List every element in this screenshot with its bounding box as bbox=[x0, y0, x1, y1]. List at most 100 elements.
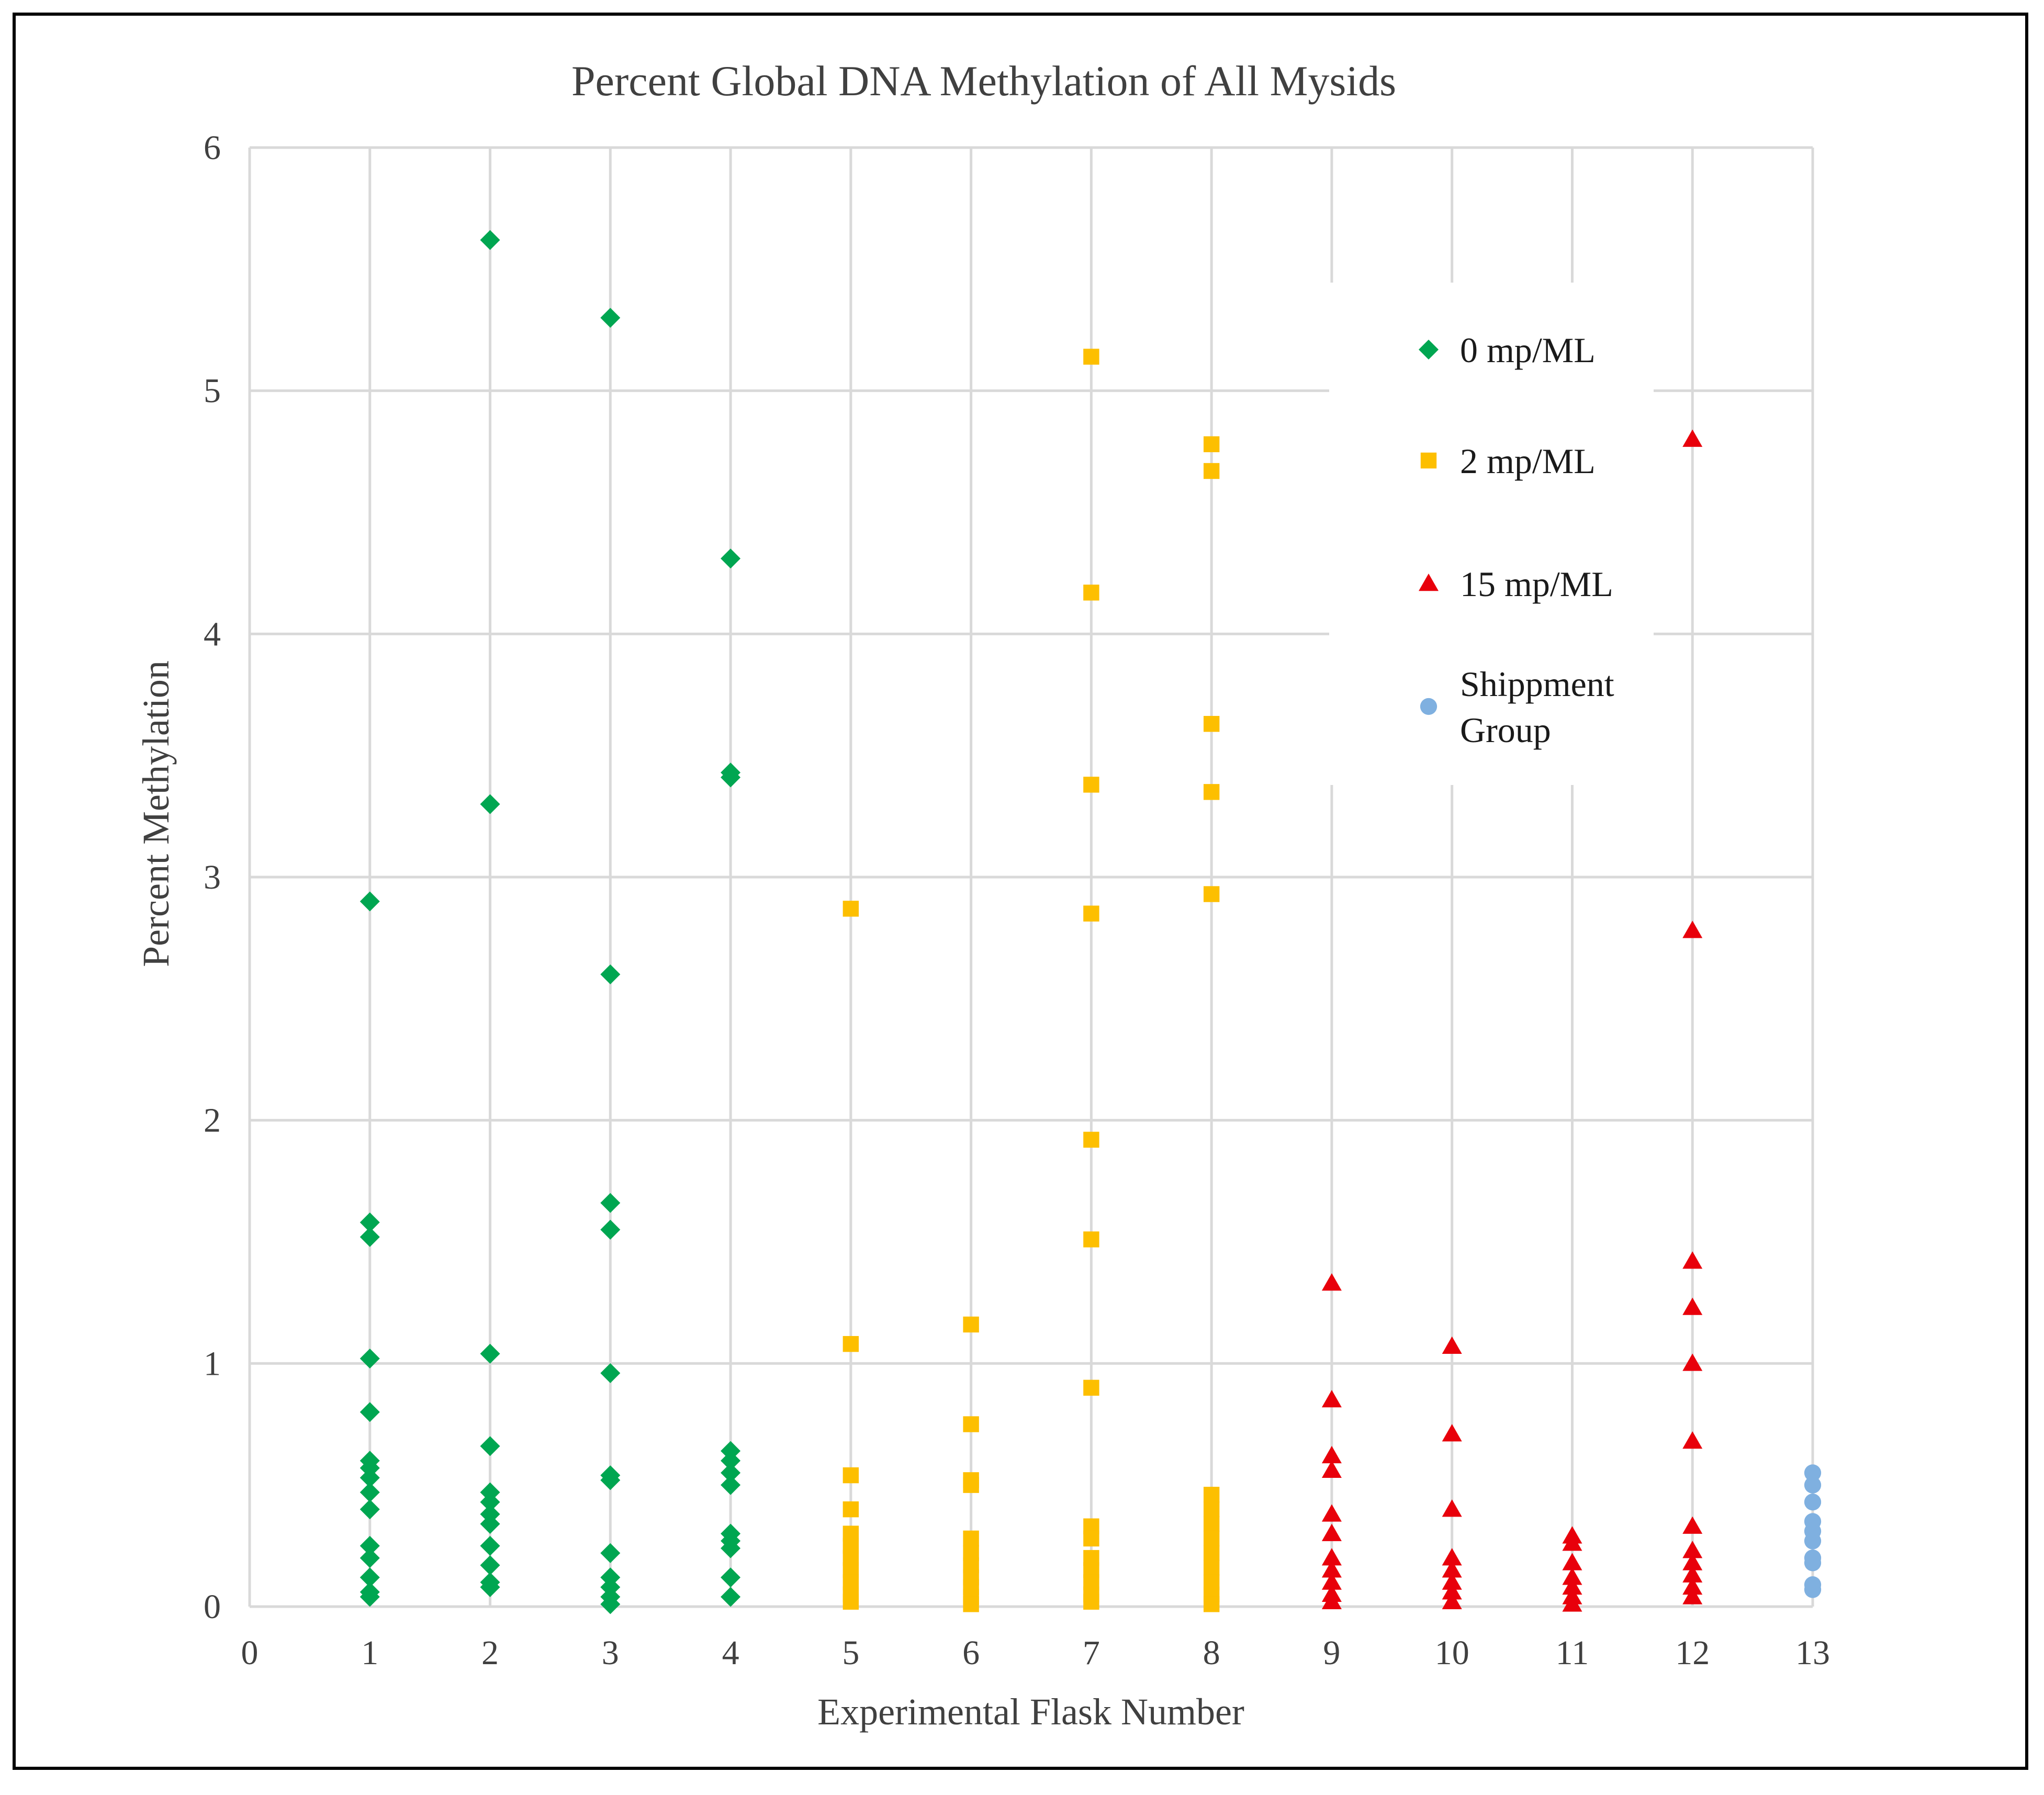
data-point bbox=[480, 1514, 500, 1534]
data-point bbox=[1321, 1548, 1342, 1566]
data-point bbox=[963, 1596, 979, 1612]
data-point bbox=[1442, 1336, 1462, 1354]
data-point bbox=[1321, 1560, 1342, 1578]
data-point bbox=[480, 794, 500, 814]
chart-title: Percent Global DNA Methylation of All My… bbox=[571, 57, 1396, 105]
y-tick-label: 5 bbox=[204, 372, 221, 410]
y-axis-title: Percent Methylation bbox=[135, 660, 177, 967]
data-point bbox=[360, 1212, 380, 1232]
x-tick-label: 2 bbox=[481, 1634, 499, 1672]
data-point bbox=[1321, 1591, 1342, 1609]
legend-label: 2 mp/ML bbox=[1460, 441, 1596, 481]
y-tick-label: 0 bbox=[204, 1588, 221, 1626]
x-tick-label: 9 bbox=[1323, 1634, 1340, 1672]
data-point bbox=[1562, 1594, 1582, 1612]
data-point bbox=[1682, 1353, 1703, 1371]
data-point bbox=[1442, 1499, 1462, 1517]
data-point bbox=[1682, 1297, 1703, 1315]
legend-box bbox=[1329, 283, 1654, 785]
data-point bbox=[1682, 1577, 1703, 1595]
data-point bbox=[360, 1567, 380, 1588]
data-point bbox=[1682, 921, 1703, 938]
legend-label: Shippment Group bbox=[1460, 664, 1614, 750]
data-point bbox=[360, 1587, 380, 1607]
legend-label: 15 mp/ML bbox=[1460, 564, 1613, 604]
data-point bbox=[1682, 1553, 1703, 1570]
data-point bbox=[1083, 1530, 1099, 1547]
data-point bbox=[1682, 429, 1703, 447]
data-point bbox=[1562, 1577, 1582, 1595]
data-point bbox=[600, 308, 621, 328]
legend-marker bbox=[1419, 574, 1439, 591]
x-tick-label: 4 bbox=[722, 1634, 739, 1672]
data-point bbox=[480, 1577, 500, 1597]
data-point bbox=[1321, 1572, 1342, 1590]
data-point bbox=[721, 767, 741, 788]
chart-background bbox=[16, 16, 2025, 1767]
x-tick-label: 13 bbox=[1795, 1634, 1830, 1672]
figure-frame: 0 1 2 3 4 5 6 7 8 9 10 11 12 13 0 1 2 3 4 5 6 Percent Global… bbox=[13, 13, 2028, 1770]
data-point bbox=[1083, 1131, 1099, 1148]
data-point bbox=[1321, 1460, 1342, 1478]
x-tick-label: 10 bbox=[1435, 1634, 1469, 1672]
data-point bbox=[360, 1482, 380, 1502]
data-point bbox=[360, 1535, 380, 1556]
data-point bbox=[721, 1587, 741, 1607]
data-point bbox=[1321, 1523, 1342, 1541]
data-point bbox=[360, 1467, 380, 1488]
data-point bbox=[1203, 886, 1220, 902]
data-point bbox=[1321, 1445, 1342, 1464]
data-point bbox=[1442, 1591, 1462, 1609]
data-point bbox=[1203, 784, 1220, 800]
x-tick-label: 11 bbox=[1556, 1634, 1589, 1672]
data-point bbox=[600, 1363, 621, 1383]
data-point bbox=[600, 964, 621, 984]
data-point bbox=[1442, 1582, 1462, 1600]
data-point bbox=[1682, 1516, 1703, 1534]
data-point bbox=[1083, 905, 1099, 922]
data-point bbox=[480, 230, 500, 250]
data-point bbox=[1083, 777, 1099, 793]
data-point bbox=[1804, 1476, 1822, 1494]
data-point bbox=[1682, 1565, 1703, 1583]
data-point bbox=[480, 1343, 500, 1364]
data-point bbox=[1203, 1545, 1220, 1561]
data-point bbox=[721, 548, 741, 569]
data-point bbox=[843, 1501, 859, 1518]
data-point bbox=[1203, 463, 1220, 479]
x-axis-title: Experimental Flask Number bbox=[817, 1691, 1244, 1733]
data-point bbox=[1682, 1431, 1703, 1449]
x-tick-label: 3 bbox=[602, 1634, 619, 1672]
data-point bbox=[1682, 1541, 1703, 1558]
legend-marker bbox=[1419, 340, 1439, 360]
data-point bbox=[480, 1492, 500, 1512]
data-point bbox=[1203, 436, 1220, 453]
data-point bbox=[600, 1594, 621, 1614]
data-point bbox=[963, 1316, 979, 1333]
data-points bbox=[360, 230, 1822, 1614]
data-point bbox=[1562, 1533, 1582, 1551]
data-point bbox=[1804, 1464, 1822, 1482]
data-point bbox=[721, 1538, 741, 1558]
data-point bbox=[480, 1555, 500, 1576]
data-point bbox=[360, 1227, 380, 1247]
data-point bbox=[1203, 1501, 1220, 1518]
data-point bbox=[1562, 1567, 1582, 1585]
data-point bbox=[1203, 716, 1220, 732]
data-point bbox=[1804, 1494, 1822, 1511]
data-point bbox=[600, 1219, 621, 1240]
y-tick-label: 1 bbox=[204, 1344, 221, 1383]
data-point bbox=[360, 1402, 380, 1422]
data-point bbox=[1203, 1516, 1220, 1532]
data-point bbox=[843, 1336, 859, 1352]
x-tick-label: 5 bbox=[842, 1634, 859, 1672]
y-tick-label: 3 bbox=[204, 858, 221, 896]
x-tick-label: 12 bbox=[1675, 1634, 1710, 1672]
data-point bbox=[1804, 1532, 1822, 1550]
data-point bbox=[843, 1594, 859, 1610]
y-tick-label: 4 bbox=[204, 615, 221, 653]
data-point bbox=[843, 1467, 859, 1484]
data-point bbox=[360, 1499, 380, 1520]
